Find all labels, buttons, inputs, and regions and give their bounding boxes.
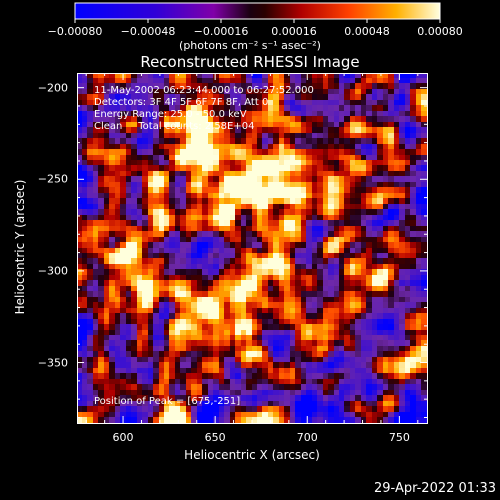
colorbar-tick-label: −0.00080 xyxy=(47,25,103,38)
colorbar-ticks xyxy=(74,19,441,23)
info-line-time: 11-May-2002 06:23:44.000 to 06:27:52.000 xyxy=(94,85,314,96)
colorbar-unit-label: (photons cm⁻² s⁻¹ asec⁻²) xyxy=(179,39,321,52)
y-tick-label: −200 xyxy=(37,81,68,95)
colorbar-tick-label: −0.00048 xyxy=(120,25,176,38)
x-tick-label: 600 xyxy=(112,431,134,444)
x-axis-label: Heliocentric X (arcsec) xyxy=(184,448,320,462)
y-tick-labels: −200 −250 −300 −350 xyxy=(28,0,73,500)
y-tick-label: −350 xyxy=(37,356,68,370)
colorbar-tick-labels: −0.00080 −0.00048 −0.00016 0.00016 0.00048 0.… xyxy=(0,25,500,39)
y-axis-label: Heliocentric Y (arcsec) xyxy=(13,179,27,315)
y-tick-label: −250 xyxy=(37,172,68,186)
info-line-counts: Clean Total counts: 2.58E+04 xyxy=(94,121,255,132)
heatmap-image xyxy=(77,73,427,423)
y-tick-label: −300 xyxy=(37,264,68,278)
colorbar-tick-label: 0.00016 xyxy=(271,25,317,38)
x-tick-label: 650 xyxy=(204,431,226,444)
colorbar-tick-label: 0.00048 xyxy=(344,25,390,38)
peak-position-label: Position of Peak = [675,-251] xyxy=(94,396,241,407)
x-tick-label: 750 xyxy=(388,431,410,444)
info-line-detectors: Detectors: 3F 4F 5F 6F 7F 8F, Att 0 xyxy=(94,97,269,108)
x-tick-labels: 600 650 700 750 xyxy=(0,431,500,445)
timestamp: 29-Apr-2022 01:33 xyxy=(374,481,496,496)
colorbar xyxy=(74,2,441,23)
colorbar-gradient xyxy=(75,3,440,19)
colorbar-tick-label: −0.00016 xyxy=(193,25,249,38)
x-tick-label: 700 xyxy=(296,431,318,444)
colorbar-tick-label: 0.00080 xyxy=(417,25,463,38)
info-line-energy: Energy Range: 25.0 - 50.0 keV xyxy=(94,109,247,120)
chart-title: Reconstructed RHESSI Image xyxy=(140,53,360,71)
